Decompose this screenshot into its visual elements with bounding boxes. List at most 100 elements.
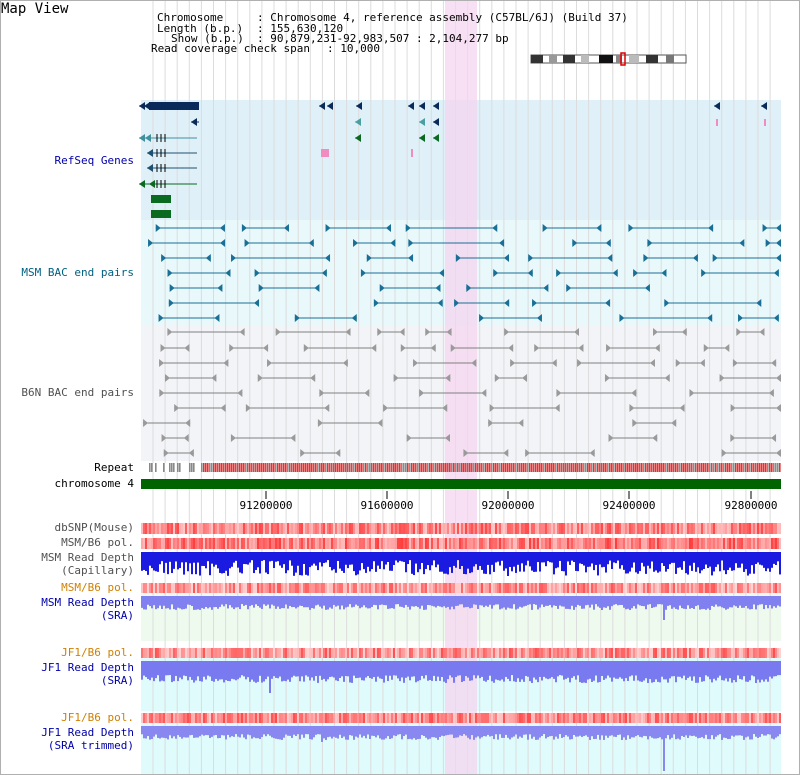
jf1-b6-pol-heat-cell [377, 648, 379, 658]
msm-sra-depth-bar [483, 596, 485, 608]
jf1-b6-pol-heat-cell [607, 648, 609, 658]
msm-b6-pol-sra-heat-cell [307, 583, 309, 593]
msm-sra-depth-bar [599, 596, 601, 608]
jf1-sra-depth-bar [549, 661, 551, 679]
msm-capillary-depth-bar [155, 552, 157, 572]
track-label-chromosome[interactable]: chromosome 4 [54, 477, 134, 490]
repeat-segment [511, 463, 513, 472]
msm-b6-pol-heat-cell [233, 538, 235, 549]
msm-capillary-depth-bar [503, 552, 505, 571]
jf1-b6-pol-trim-heat-cell [187, 713, 189, 723]
jf1-sra-depth-bar [645, 661, 647, 679]
jf1-b6-pol-trim-heat-cell [387, 713, 389, 723]
track-label-jf1-b6-pol-1[interactable]: JF1/B6 pol. [61, 646, 134, 659]
track-label-b6n-bac[interactable]: B6N BAC end pairs [21, 386, 134, 399]
dbsnp-heat-cell [563, 523, 565, 534]
jf1-sra-depth-bar [267, 661, 269, 677]
msm-bac-end [773, 314, 779, 322]
msm-capillary-depth-bar [351, 552, 353, 565]
dbsnp-heat-cell [649, 523, 651, 534]
track-label-jf1-depth-trim-1[interactable]: JF1 Read Depth [41, 726, 134, 739]
repeat-segment [503, 463, 505, 472]
jf1-sra-depth-bar [275, 661, 277, 678]
msm-capillary-depth-bar [487, 552, 489, 565]
msm-capillary-depth-bar [403, 552, 405, 562]
msm-capillary-depth-bar [667, 552, 669, 569]
jf1-b6-pol-trim-heat-cell [283, 713, 285, 723]
msm-b6-pol-sra-heat-cell [543, 583, 545, 593]
msm-capillary-depth-bar [247, 552, 249, 565]
track-label-msm-b6-pol-2[interactable]: MSM/B6 pol. [61, 581, 134, 594]
track-label-msm-depth-capillary-1[interactable]: MSM Read Depth [41, 551, 134, 564]
dbsnp-heat-cell [507, 523, 509, 534]
jf1-trim-depth-bar [427, 726, 429, 740]
jf1-b6-pol-heat-cell [301, 648, 303, 658]
jf1-sra-depth-bar [531, 661, 533, 683]
msm-b6-pol-heat-cell [255, 538, 257, 549]
jf1-b6-pol-heat-cell [771, 648, 773, 658]
repeat-segment [271, 463, 273, 472]
repeat-segment [489, 463, 491, 472]
msm-sra-depth-bar [583, 596, 585, 609]
jf1-b6-pol-trim-heat-cell [665, 713, 667, 723]
jf1-b6-pol-trim-heat-cell [605, 713, 607, 723]
jf1-sra-depth-bar [705, 661, 707, 676]
msm-b6-pol-heat-cell [219, 538, 221, 549]
jf1-b6-pol-trim-heat-cell [189, 713, 191, 723]
msm-b6-pol-heat-cell [673, 538, 675, 549]
msm-b6-pol-heat-cell [325, 538, 327, 549]
msm-sra-depth-bar [329, 596, 331, 608]
jf1-b6-pol-trim-heat-cell [765, 713, 767, 723]
track-label-repeat[interactable]: Repeat [94, 461, 134, 474]
repeat-segment [547, 463, 549, 472]
jf1-sra-depth-bar [715, 661, 717, 681]
msm-bac-end [528, 254, 534, 262]
msm-b6-pol-sra-heat-cell [649, 583, 651, 593]
jf1-b6-pol-trim-heat-cell [637, 713, 639, 723]
jf1-sra-depth-bar [325, 661, 327, 682]
track-label-dbsnp[interactable]: dbSNP(Mouse) [54, 521, 134, 534]
track-label-msm-b6-pol-1[interactable]: MSM/B6 pol. [61, 536, 134, 549]
msm-capillary-depth-bar [363, 552, 365, 570]
track-label-msm-bac[interactable]: MSM BAC end pairs [21, 266, 134, 279]
jf1-trim-depth-bar [539, 726, 541, 738]
jf1-b6-pol-trim-heat-cell [733, 713, 735, 723]
msm-capillary-depth-bar [243, 552, 245, 565]
track-label-msm-depth-sra-1[interactable]: MSM Read Depth [41, 596, 134, 609]
msm-b6-pol-heat-cell [729, 538, 731, 549]
jf1-b6-pol-heat-cell [307, 648, 309, 658]
dbsnp-heat-cell [489, 523, 491, 534]
msm-b6-pol-sra-heat-cell [349, 583, 351, 593]
msm-capillary-depth-bar [165, 552, 167, 563]
msm-sra-depth-bar [769, 596, 771, 606]
dbsnp-heat-cell [577, 523, 579, 534]
jf1-b6-pol-trim-heat-cell [227, 713, 229, 723]
dbsnp-heat-cell [289, 523, 291, 534]
track-label-refseq[interactable]: RefSeq Genes [54, 154, 134, 167]
jf1-b6-pol-heat-cell [621, 648, 623, 658]
dbsnp-heat-cell [313, 523, 315, 534]
repeat-segment [425, 463, 427, 472]
jf1-trim-depth-bar [629, 726, 631, 739]
msm-sra-depth-bar [155, 596, 157, 610]
msm-sra-depth-bar [681, 596, 683, 609]
msm-b6-pol-heat-cell [461, 538, 463, 549]
msm-b6-pol-sra-heat-cell [287, 583, 289, 593]
track-label-jf1-depth-sra-1[interactable]: JF1 Read Depth [41, 661, 134, 674]
jf1-sra-depth-bar [579, 661, 581, 683]
msm-capillary-depth-bar [567, 552, 569, 562]
jf1-trim-depth-bar [465, 726, 467, 736]
msm-b6-pol-sra-heat-cell [779, 583, 781, 593]
msm-b6-pol-heat-cell [533, 538, 535, 549]
jf1-sra-depth-bar [651, 661, 653, 683]
track-label-jf1-b6-pol-2[interactable]: JF1/B6 pol. [61, 711, 134, 724]
jf1-b6-pol-heat-cell [221, 648, 223, 658]
jf1-sra-depth-bar [329, 661, 331, 677]
msm-capillary-depth-bar [263, 552, 265, 561]
msm-capillary-depth-bar [317, 552, 319, 571]
jf1-b6-pol-trim-heat-cell [659, 713, 661, 723]
dbsnp-heat-cell [217, 523, 219, 534]
msm-b6-pol-sra-heat-cell [695, 583, 697, 593]
dbsnp-heat-cell [297, 523, 299, 534]
